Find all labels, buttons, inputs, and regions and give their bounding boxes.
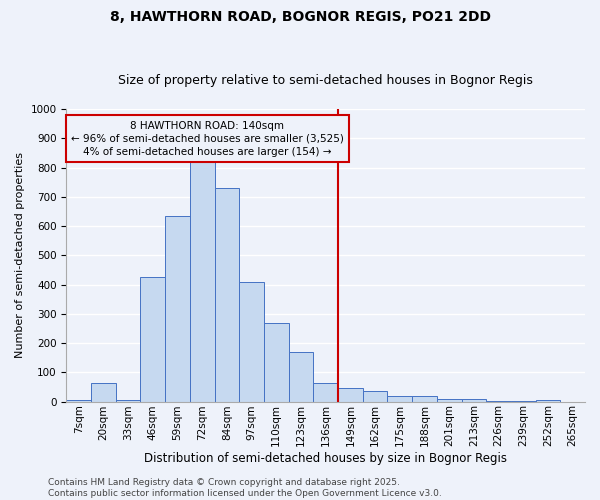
Title: Size of property relative to semi-detached houses in Bognor Regis: Size of property relative to semi-detach… bbox=[118, 74, 533, 87]
Bar bbox=[140, 277, 165, 402]
Bar bbox=[313, 382, 338, 402]
Bar bbox=[486, 400, 511, 402]
Text: 8, HAWTHORN ROAD, BOGNOR REGIS, PO21 2DD: 8, HAWTHORN ROAD, BOGNOR REGIS, PO21 2DD bbox=[110, 10, 491, 24]
Bar bbox=[215, 188, 239, 402]
Bar bbox=[91, 382, 116, 402]
Bar bbox=[67, 400, 91, 402]
Bar bbox=[264, 322, 289, 402]
X-axis label: Distribution of semi-detached houses by size in Bognor Regis: Distribution of semi-detached houses by … bbox=[144, 452, 507, 465]
Bar bbox=[363, 392, 388, 402]
Text: Contains HM Land Registry data © Crown copyright and database right 2025.
Contai: Contains HM Land Registry data © Crown c… bbox=[48, 478, 442, 498]
Bar bbox=[165, 216, 190, 402]
Bar bbox=[239, 282, 264, 402]
Bar bbox=[116, 400, 140, 402]
Bar bbox=[511, 400, 536, 402]
Bar bbox=[461, 398, 486, 402]
Bar bbox=[388, 396, 412, 402]
Bar bbox=[536, 400, 560, 402]
Bar bbox=[289, 352, 313, 402]
Bar bbox=[338, 388, 363, 402]
Bar bbox=[412, 396, 437, 402]
Bar bbox=[437, 398, 461, 402]
Text: 8 HAWTHORN ROAD: 140sqm
← 96% of semi-detached houses are smaller (3,525)
4% of : 8 HAWTHORN ROAD: 140sqm ← 96% of semi-de… bbox=[71, 120, 344, 157]
Y-axis label: Number of semi-detached properties: Number of semi-detached properties bbox=[15, 152, 25, 358]
Bar bbox=[190, 162, 215, 402]
